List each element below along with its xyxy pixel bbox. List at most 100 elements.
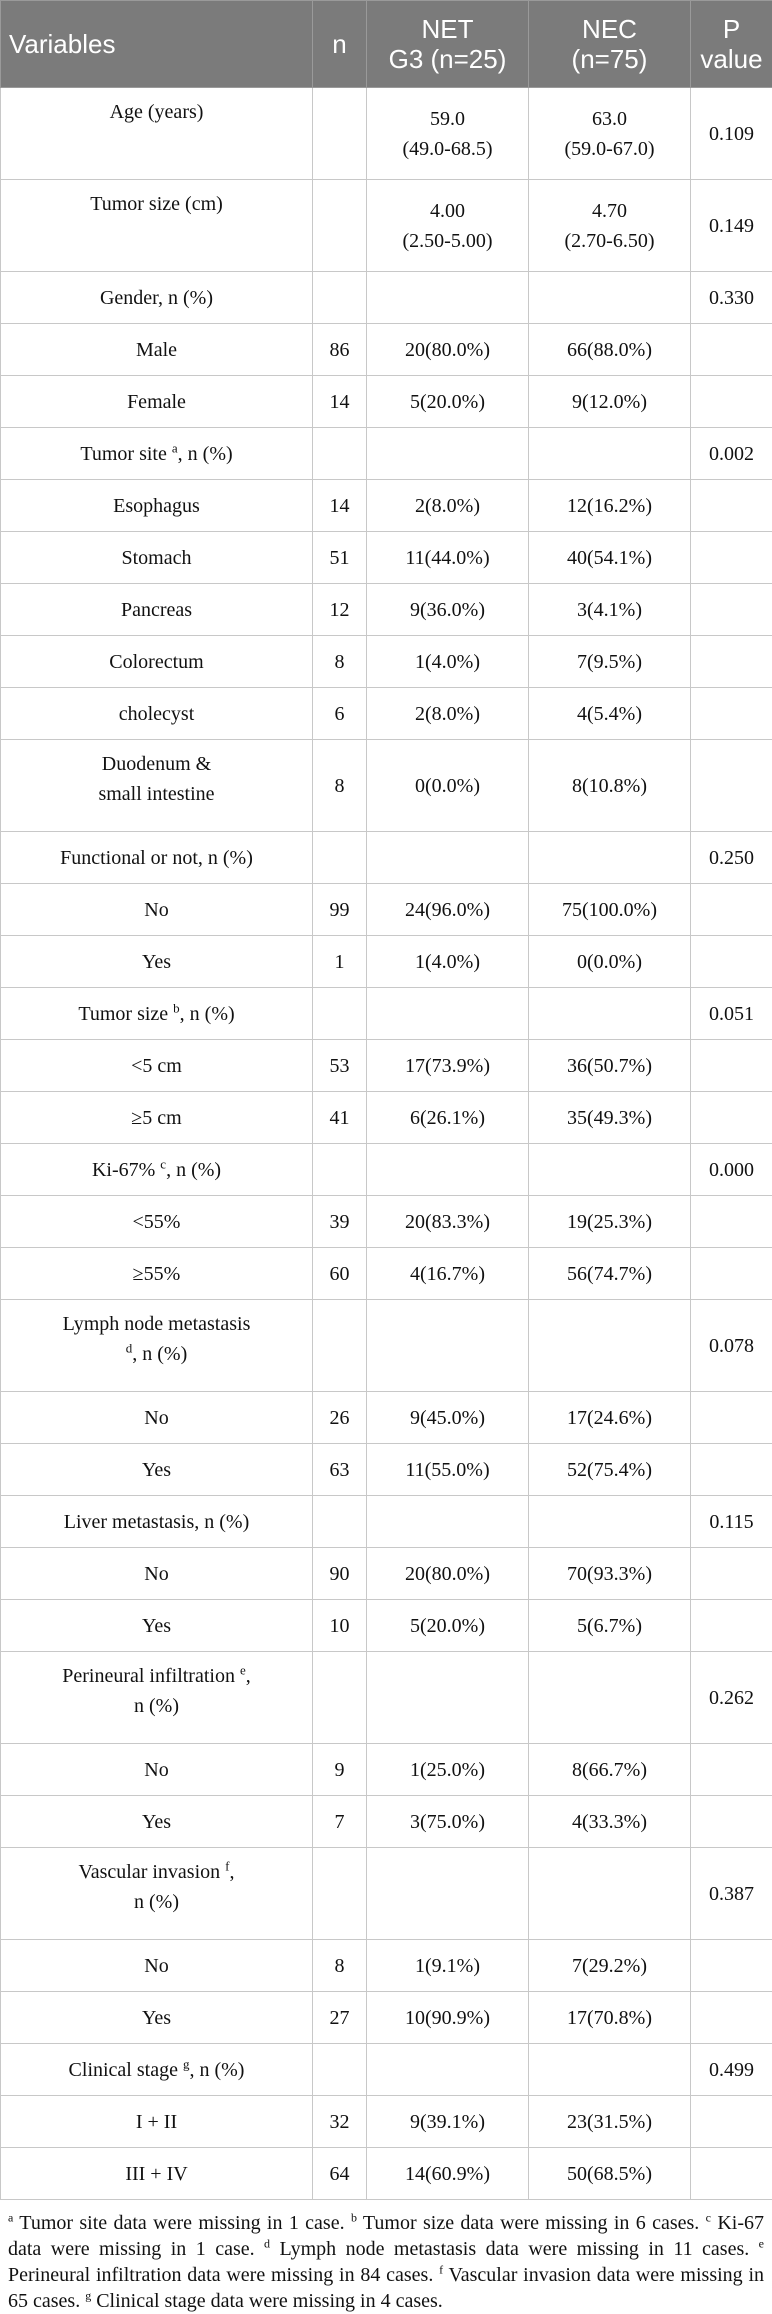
p-value-cell: 0.109: [691, 88, 772, 180]
nec-cell: 4(33.3%): [529, 1796, 691, 1848]
n-cell: 86: [313, 324, 367, 376]
net-g3-cell: 1(25.0%): [367, 1744, 529, 1796]
variable-label: No: [1, 1392, 313, 1444]
p-value-cell: 0.051: [691, 988, 772, 1040]
net-g3-cell: 6(26.1%): [367, 1092, 529, 1144]
p-value-cell: [691, 1992, 772, 2044]
p-value-cell: [691, 1940, 772, 1992]
p-value-cell: [691, 884, 772, 936]
variable-label: Yes: [1, 1796, 313, 1848]
label-text: n (%): [5, 1887, 308, 1917]
nec-cell: [529, 1848, 691, 1940]
cell-text: (59.0-67.0): [533, 134, 686, 164]
table-row: Ki-67% c, n (%)0.000: [1, 1144, 772, 1196]
n-cell: [313, 272, 367, 324]
label-text: small intestine: [5, 779, 308, 809]
cell-text: 5(6.7%): [533, 1611, 686, 1641]
net-g3-cell: [367, 1652, 529, 1744]
n-cell: 8: [313, 636, 367, 688]
net-g3-cell: [367, 428, 529, 480]
nec-cell: 36(50.7%): [529, 1040, 691, 1092]
net-g3-cell: 1(4.0%): [367, 636, 529, 688]
cell-text: 59.0: [371, 104, 524, 134]
nec-cell: 35(49.3%): [529, 1092, 691, 1144]
label-text: Lymph node metastasis: [5, 1309, 308, 1339]
cell-text: 17(73.9%): [371, 1051, 524, 1081]
cell-text: 2(8.0%): [371, 491, 524, 521]
cell-text: 11(55.0%): [371, 1455, 524, 1485]
cell-text: 20(80.0%): [371, 1559, 524, 1589]
cell-text: 1(4.0%): [371, 647, 524, 677]
nec-cell: 50(68.5%): [529, 2148, 691, 2200]
label-text: Tumor size: [78, 1003, 173, 1025]
label-text: Tumor size (cm): [5, 189, 308, 219]
net-g3-cell: 1(9.1%): [367, 1940, 529, 1992]
cell-text: 4(5.4%): [533, 699, 686, 729]
cell-text: 12(16.2%): [533, 491, 686, 521]
cell-text: 9(45.0%): [371, 1403, 524, 1433]
p-value-cell: [691, 324, 772, 376]
label-line: d, n (%): [5, 1339, 308, 1369]
variable-label: Male: [1, 324, 313, 376]
n-cell: [313, 832, 367, 884]
cell-text: 1(4.0%): [371, 947, 524, 977]
n-cell: 14: [313, 376, 367, 428]
nec-cell: [529, 832, 691, 884]
cell-text: 24(96.0%): [371, 895, 524, 925]
cell-text: 6(26.1%): [371, 1103, 524, 1133]
cell-text: 20(83.3%): [371, 1207, 524, 1237]
label-text: No: [144, 899, 168, 921]
label-text: <5 cm: [131, 1055, 182, 1077]
n-cell: [313, 88, 367, 180]
table-row: Gender, n (%)0.330: [1, 272, 772, 324]
label-text: III + IV: [125, 2163, 187, 2185]
table-row: Tumor size b, n (%)0.051: [1, 988, 772, 1040]
n-cell: [313, 180, 367, 272]
variable-label: Duodenum &small intestine: [1, 740, 313, 832]
label-line: Perineural infiltration e,: [5, 1661, 308, 1691]
variable-label: Yes: [1, 1992, 313, 2044]
cell-text: 10(90.9%): [371, 2003, 524, 2033]
variable-label: Female: [1, 376, 313, 428]
variable-label: ≥5 cm: [1, 1092, 313, 1144]
table-row: Tumor size (cm)4.00(2.50-5.00)4.70(2.70-…: [1, 180, 772, 272]
p-value-cell: 0.250: [691, 832, 772, 884]
net-g3-cell: [367, 832, 529, 884]
n-cell: 99: [313, 884, 367, 936]
net-g3-cell: [367, 2044, 529, 2096]
label-text: Duodenum &: [5, 749, 308, 779]
net-g3-cell: 10(90.9%): [367, 1992, 529, 2044]
cell-text: 3(75.0%): [371, 1807, 524, 1837]
p-value-cell: [691, 2148, 772, 2200]
nec-cell: 17(24.6%): [529, 1392, 691, 1444]
cell-text: 5(20.0%): [371, 387, 524, 417]
p-value-cell: 0.078: [691, 1300, 772, 1392]
net-g3-cell: 17(73.9%): [367, 1040, 529, 1092]
n-cell: 26: [313, 1392, 367, 1444]
nec-cell: 23(31.5%): [529, 2096, 691, 2148]
p-value-cell: [691, 1092, 772, 1144]
n-cell: 64: [313, 2148, 367, 2200]
nec-cell: 0(0.0%): [529, 936, 691, 988]
n-cell: 51: [313, 532, 367, 584]
variable-label: I + II: [1, 2096, 313, 2148]
p-value-cell: [691, 740, 772, 832]
label-text: Perineural infiltration: [62, 1665, 240, 1687]
label-line: Vascular invasion f,: [5, 1857, 308, 1887]
cell-text: 66(88.0%): [533, 335, 686, 365]
variable-label: Pancreas: [1, 584, 313, 636]
variable-label: Functional or not, n (%): [1, 832, 313, 884]
cell-text: 5(20.0%): [371, 1611, 524, 1641]
variable-label: ≥55%: [1, 1248, 313, 1300]
p-value-cell: [691, 1444, 772, 1496]
net-g3-cell: 20(83.3%): [367, 1196, 529, 1248]
p-value-cell: 0.000: [691, 1144, 772, 1196]
